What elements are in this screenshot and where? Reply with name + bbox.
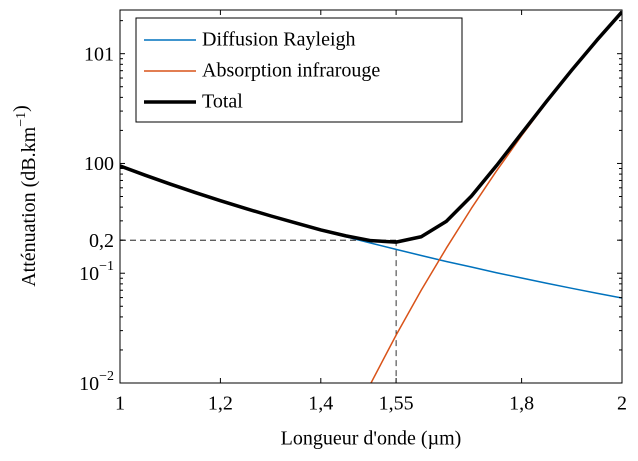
legend-label: Absorption infrarouge [202,60,380,82]
x-tick-label: 1,2 [208,393,233,415]
legend-label: Diffusion Rayleigh [202,29,356,51]
y-tick-label: 10−1 [79,259,114,284]
x-tick-label: 1,4 [308,393,333,415]
y-axis-label: Atténuation (dB.km−1) [10,105,40,287]
plot-area [120,10,622,383]
x-axis-label: Longueur d'onde (µm) [281,428,462,450]
x-tick-label: 1,55 [379,393,414,415]
line-series [120,10,622,244]
y-tick-label: 101 [84,43,114,65]
x-tick-label: 1 [115,393,125,415]
x-tick-label: 2 [617,393,627,415]
legend-box [135,17,463,123]
line-series [120,165,622,299]
legend: Diffusion Rayleigh Absorption infrarouge T… [135,17,463,123]
y-tick-label: 100 [84,153,114,175]
legend-label: Total [202,91,243,113]
x-tick-label: 1,8 [509,393,534,415]
y-tick-label: 0,2 [89,230,114,252]
y-tick-label: 10−2 [79,369,114,394]
